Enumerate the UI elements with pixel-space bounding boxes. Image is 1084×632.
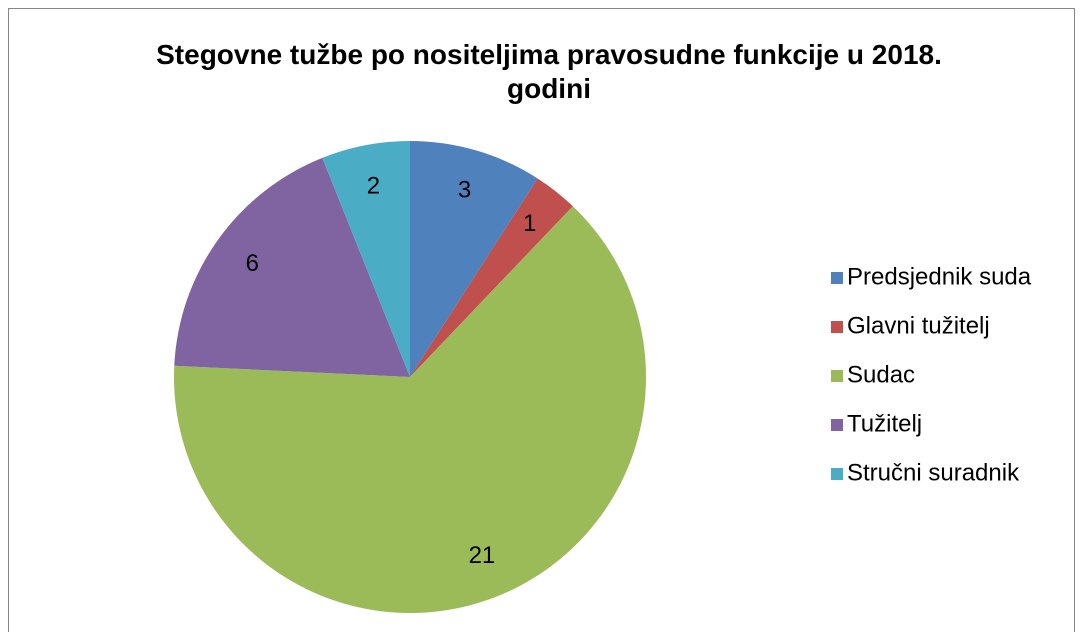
data-label: 6 — [246, 250, 259, 277]
legend-swatch — [831, 321, 843, 333]
legend-label: Stručni suradnik — [847, 459, 1020, 486]
pie-slice — [174, 157, 410, 377]
pie-slice — [410, 141, 538, 377]
data-label: 21 — [469, 542, 496, 569]
legend-label: Predsjednik suda — [847, 263, 1032, 290]
legend-swatch — [831, 419, 843, 431]
legend-label: Tužitelj — [847, 410, 922, 437]
data-label: 3 — [458, 177, 471, 204]
legend-swatch — [831, 370, 843, 382]
pie-slice — [174, 206, 647, 613]
legend-label: Sudac — [847, 361, 915, 388]
legend-swatch — [831, 468, 843, 480]
pie-slice — [322, 141, 410, 377]
legend-label: Glavni tužitelj — [847, 312, 990, 339]
legend-swatch — [831, 272, 843, 284]
data-label: 1 — [523, 210, 536, 237]
chart-border — [8, 8, 1075, 632]
pie-slice — [410, 178, 573, 377]
chart-title: Stegovne tužbe po nositeljima pravosudne… — [156, 39, 942, 104]
data-label: 2 — [367, 172, 380, 199]
